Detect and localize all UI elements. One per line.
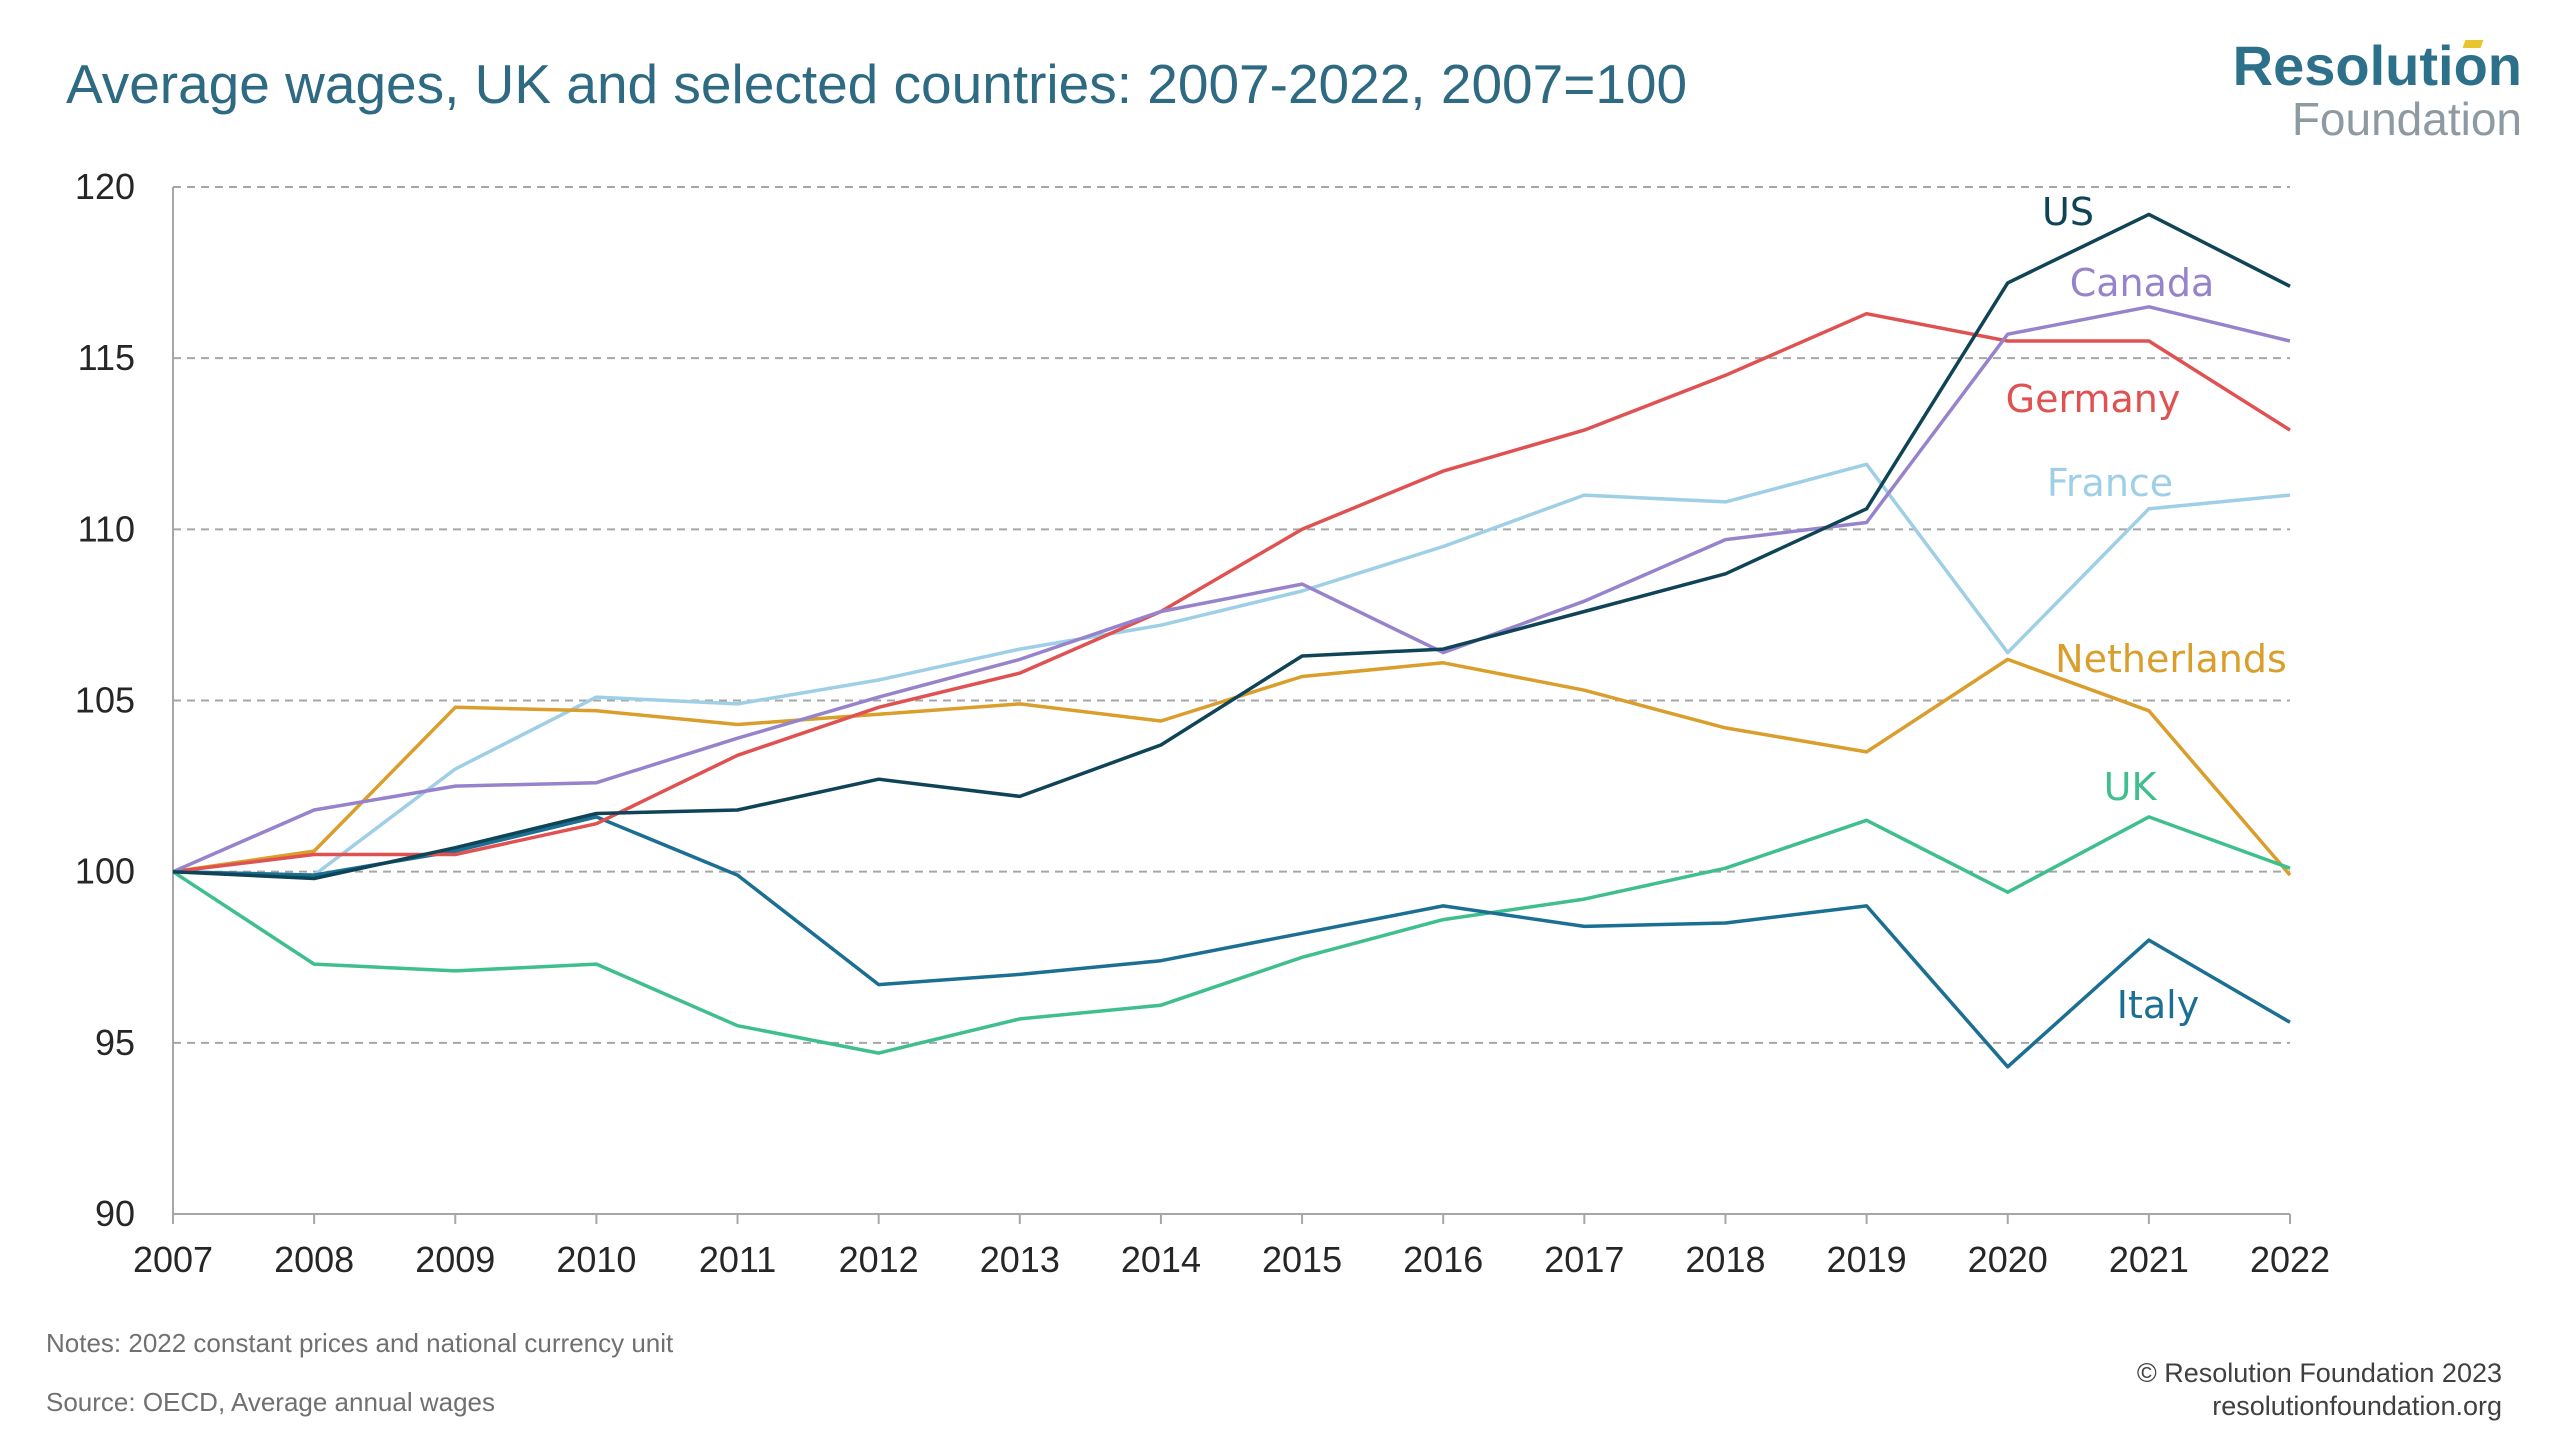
x-tick-label: 2014 <box>1121 1239 1201 1280</box>
y-tick-label: 110 <box>78 508 135 549</box>
series-label-canada: Canada <box>2070 261 2215 305</box>
x-tick-label: 2022 <box>2250 1239 2330 1280</box>
x-tick-label: 2008 <box>274 1239 354 1280</box>
series-label-us: US <box>2042 190 2094 234</box>
logo-word-resolution: Resolution <box>2232 34 2522 97</box>
series-label-germany: Germany <box>2006 377 2181 421</box>
series-line-italy <box>172 815 2291 1069</box>
x-tick-label: 2016 <box>1403 1239 1483 1280</box>
x-tick-label: 2009 <box>415 1239 495 1280</box>
copyright-text: © Resolution Foundation 2023 <box>2136 1358 2502 1388</box>
y-tick-label: 120 <box>75 166 135 207</box>
chart-title: Average wages, UK and selected countries… <box>66 53 1688 115</box>
series-line-us <box>172 212 2291 881</box>
series-line-germany <box>172 311 2291 874</box>
resolution-foundation-logo: Resolution Foundation <box>2232 34 2522 145</box>
copyright-block: © Resolution Foundation 2023 resolutionf… <box>2137 1357 2502 1423</box>
x-tick-label: 2018 <box>1685 1239 1765 1280</box>
x-tick-label: 2020 <box>1968 1239 2048 1280</box>
y-tick-label: 100 <box>75 851 135 892</box>
x-tick-label: 2010 <box>556 1239 636 1280</box>
x-tick-label: 2013 <box>980 1239 1060 1280</box>
y-tick-label: 95 <box>95 1022 135 1063</box>
website-link[interactable]: resolutionfoundation.org <box>2212 1391 2502 1421</box>
x-tick-label: 2007 <box>133 1239 213 1280</box>
series-label-uk: UK <box>2104 765 2158 809</box>
series-line-canada <box>172 305 2291 874</box>
x-tick-label: 2011 <box>699 1239 776 1280</box>
y-tick-label: 90 <box>95 1193 135 1234</box>
x-tick-label: 2021 <box>2109 1239 2189 1280</box>
logo-word-foundation: Foundation <box>2291 93 2522 145</box>
series-label-italy: Italy <box>2117 983 2199 1027</box>
x-tick-label: 2015 <box>1262 1239 1342 1280</box>
chart-source: Source: OECD, Average annual wages <box>46 1387 496 1417</box>
series-line-france <box>172 462 2291 877</box>
series-line-uk <box>172 815 2291 1055</box>
series-label-netherlands: Netherlands <box>2055 637 2287 681</box>
x-tick-label: 2019 <box>1827 1239 1907 1280</box>
series-label-france: France <box>2047 461 2173 505</box>
x-tick-label: 2012 <box>839 1239 919 1280</box>
y-tick-label: 105 <box>75 680 135 721</box>
y-tick-label: 115 <box>78 337 135 378</box>
chart-notes: Notes: 2022 constant prices and national… <box>46 1328 674 1358</box>
x-tick-label: 2017 <box>1544 1239 1624 1280</box>
